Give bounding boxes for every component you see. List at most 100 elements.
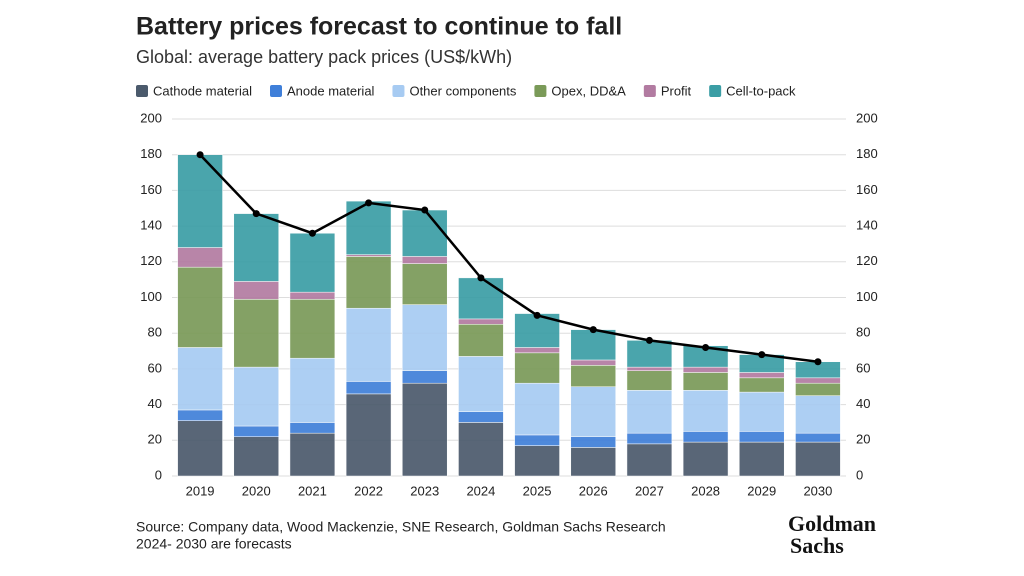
bar-segment [289, 422, 336, 434]
bar-segment [682, 372, 729, 391]
line-point [645, 336, 653, 344]
legend-label: Other components [409, 83, 516, 98]
y2-tick-label: 140 [856, 218, 878, 233]
line-point [421, 206, 429, 214]
y-tick-label: 100 [140, 289, 162, 304]
bar-segment [514, 445, 560, 477]
y2-tick-label: 20 [856, 432, 870, 447]
bar-segment [739, 377, 785, 393]
bar-segment [570, 359, 616, 366]
line-point [308, 229, 316, 237]
bar-segment [233, 436, 279, 477]
bar-segment [626, 340, 673, 368]
bar-segment [345, 393, 392, 477]
chart-subtitle: Global: average battery pack prices (US$… [136, 47, 512, 67]
y2-tick-label: 120 [856, 253, 878, 268]
bar-segment [177, 409, 223, 421]
y-tick-label: 160 [140, 182, 162, 197]
bar-segment [739, 441, 785, 477]
y2-tick-label: 180 [856, 146, 878, 161]
bar-segment [682, 390, 729, 432]
bar-segment [626, 366, 673, 371]
bar-segment [570, 447, 616, 477]
logo: Goldman [788, 511, 876, 536]
bar-segment [570, 436, 616, 448]
bar-segment [233, 281, 279, 300]
bar-segment [233, 366, 279, 427]
x-tick-label: 2027 [635, 483, 664, 498]
bar-segment [514, 382, 560, 436]
bar-segment [570, 365, 616, 387]
bar-segment [233, 213, 279, 282]
line-point [252, 210, 260, 218]
y-tick-label: 80 [148, 325, 162, 340]
bar-segment [626, 432, 673, 445]
y-tick-label: 200 [140, 110, 162, 125]
total-line [199, 153, 819, 364]
line-point [589, 326, 597, 334]
bar-segment [458, 356, 504, 412]
legend-label: Anode material [287, 83, 375, 98]
legend-swatch [534, 85, 547, 97]
x-tick-label: 2026 [579, 483, 608, 498]
bar-segment [514, 352, 560, 384]
bar-segment [458, 324, 504, 357]
legend-label: Profit [661, 83, 692, 98]
bar-segment [458, 318, 504, 325]
y2-tick-label: 100 [856, 289, 878, 304]
bar-segment [682, 431, 729, 443]
legend-swatch [136, 85, 148, 97]
bar-segment [402, 382, 448, 477]
line-point [196, 151, 204, 159]
bar-segment [739, 372, 785, 379]
x-tick-label: 2029 [747, 483, 776, 498]
x-tick-label: 2024 [466, 483, 495, 498]
bar-segment [795, 432, 841, 443]
x-tick-label: 2028 [691, 483, 720, 498]
line-point [477, 274, 485, 282]
legend-swatch [643, 85, 656, 97]
bar-segment [402, 304, 448, 371]
y-tick-label: 20 [148, 432, 162, 447]
bar-segment [514, 347, 560, 354]
bar-segment [402, 370, 448, 384]
bar-segment [626, 443, 673, 477]
legend-label: Opex, DD&A [551, 83, 626, 98]
line-point [533, 311, 541, 319]
bar-segment [289, 299, 336, 359]
y2-tick-label: 60 [856, 360, 870, 375]
x-tick-label: 2019 [186, 483, 215, 498]
bar-segment [739, 391, 785, 432]
bar-segment [458, 422, 504, 477]
logo: Sachs [790, 533, 844, 558]
y-tick-label: 0 [155, 467, 162, 482]
bar-segment [177, 420, 223, 477]
bar-segment [289, 357, 336, 423]
x-tick-label: 2023 [410, 483, 439, 498]
chart-title: Battery prices forecast to continue to f… [136, 13, 622, 41]
bar-segment [177, 347, 223, 411]
bar-segment [402, 256, 448, 264]
bar-segment [458, 411, 504, 423]
y-tick-label: 120 [140, 253, 162, 268]
y-tick-label: 60 [148, 360, 162, 375]
bar-segment [177, 266, 223, 348]
x-tick-label: 2030 [803, 483, 832, 498]
bar-segment [795, 377, 841, 384]
y2-tick-label: 80 [856, 325, 870, 340]
line-point [814, 358, 822, 366]
x-tick-label: 2025 [523, 483, 552, 498]
bar-segment [345, 254, 392, 257]
y2-tick-label: 160 [856, 182, 878, 197]
bar-segment [626, 370, 673, 391]
line-point [758, 351, 766, 359]
bar-segment [795, 395, 841, 434]
bar-segment [289, 432, 336, 477]
bar-segment [682, 366, 729, 373]
bar-segment [402, 209, 448, 257]
bar-segment [289, 291, 336, 300]
y-tick-label: 140 [140, 218, 162, 233]
legend-swatch [392, 85, 405, 97]
y2-tick-label: 200 [856, 110, 878, 125]
bar-segment [682, 441, 729, 477]
